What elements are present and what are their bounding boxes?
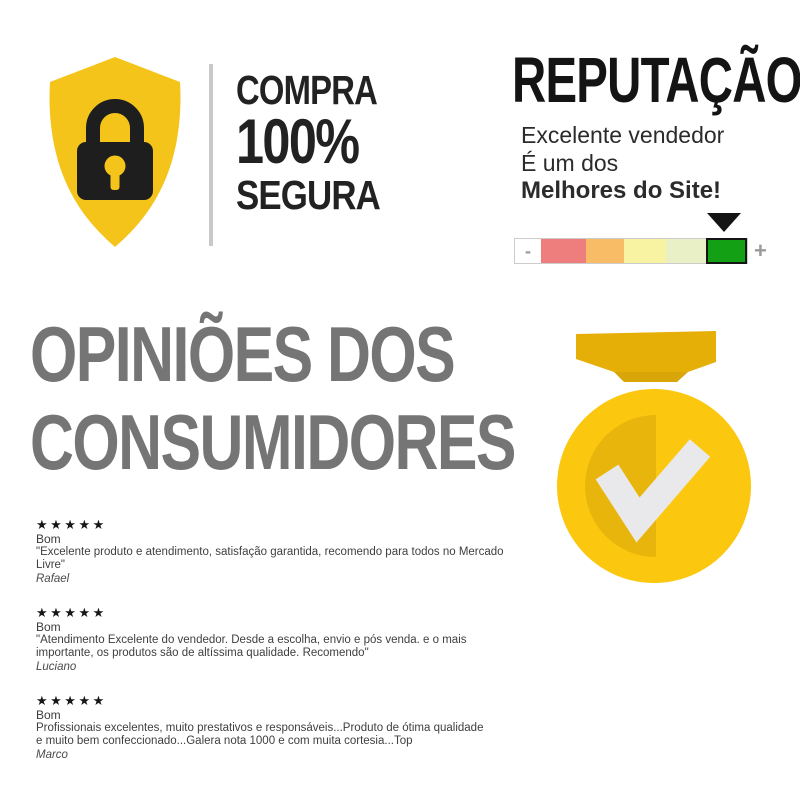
reputation-subtitle-2: É um dos (521, 150, 619, 176)
scale-segment-yellow (624, 239, 666, 263)
down-triangle-pointer-icon (707, 213, 741, 232)
scale-segment-neutral: - (515, 239, 541, 263)
review-item-3: ★★★★★ Bom Profissionais excelentes, muit… (36, 693, 546, 762)
review-author: Luciano (36, 661, 77, 673)
reviews-list: ★★★★★ Bom "Excelente produto e atendimen… (36, 517, 546, 762)
review-item-2: ★★★★★ Bom "Atendimento Excelente do vend… (36, 605, 546, 674)
secure-purchase-line2: 100% (236, 107, 360, 177)
star-rating-icons: ★★★★★ (36, 605, 107, 620)
secure-purchase-title: COMPRA 100% SEGURA (236, 68, 412, 219)
review-author: Rafael (36, 573, 70, 585)
scale-segment-green-selected (706, 238, 747, 264)
checkmark-icon (595, 439, 711, 543)
review-rating-label: Bom (36, 708, 61, 722)
minus-label: - (525, 241, 531, 261)
reputation-subtitle-1: Excelente vendedor (521, 122, 725, 148)
plus-label: + (754, 238, 767, 263)
star-rating-icons: ★★★★★ (36, 693, 107, 708)
opinions-title: OPINIÕES DOS CONSUMIDORES (30, 310, 516, 486)
keyhole-circle (104, 155, 126, 177)
vertical-divider (209, 64, 213, 246)
review-rating-label: Bom (36, 620, 61, 634)
reputation-title: REPUTAÇÃO (512, 44, 800, 116)
reputation-scale-bar: - (514, 238, 748, 264)
scale-segment-red (541, 239, 586, 263)
review-rating-label: Bom (36, 532, 61, 546)
padlock-shackle (86, 99, 144, 148)
secure-purchase-line1: COMPRA (236, 67, 378, 113)
reputation-scale: - + (514, 238, 767, 264)
scale-segment-orange (586, 239, 624, 263)
scale-segment-lightgreen (666, 239, 706, 263)
review-text: "Atendimento Excelente do vendedor. Desd… (36, 634, 467, 659)
secure-purchase-line3: SEGURA (236, 172, 381, 218)
opinions-title-line2: CONSUMIDORES (30, 398, 516, 486)
gold-medal-check-icon (557, 331, 751, 583)
opinions-title-line1: OPINIÕES DOS (30, 310, 456, 398)
reputation-subtitle-3: Melhores do Site! (521, 177, 722, 204)
review-item-1: ★★★★★ Bom "Excelente produto e atendimen… (36, 517, 546, 586)
review-author: Marco (36, 749, 68, 761)
medal-ribbon-fold (614, 372, 688, 382)
review-text: "Excelente produto e atendimento, satisf… (36, 546, 504, 571)
medal-ribbon (576, 331, 716, 372)
star-rating-icons: ★★★★★ (36, 517, 107, 532)
keyhole-slot (110, 169, 120, 190)
shield-lock-icon (49, 57, 181, 247)
review-text: Profissionais excelentes, muito prestati… (36, 722, 484, 747)
